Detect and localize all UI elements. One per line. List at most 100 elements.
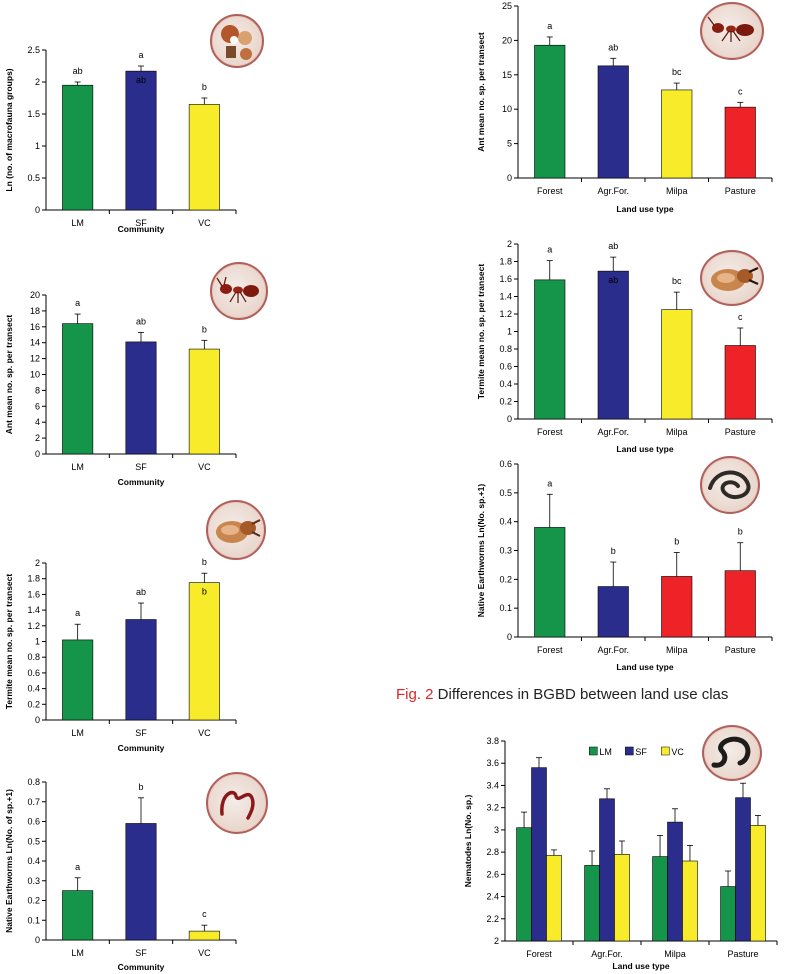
y-axis-label: Ant mean no. sp. per transect — [4, 315, 14, 435]
y-tick-label: 0.2 — [27, 699, 40, 709]
y-tick-label: 2.4 — [486, 892, 499, 902]
significance-letter: bc — [672, 67, 682, 77]
x-tick-label: VC — [198, 948, 211, 958]
bar — [62, 84, 94, 211]
y-tick-label: 0 — [507, 173, 512, 183]
bar — [534, 527, 566, 638]
ant-icon — [700, 2, 764, 60]
significance-letter: c — [738, 86, 743, 96]
x-tick-label: Forest — [537, 427, 563, 437]
bar — [62, 890, 94, 941]
x-tick-label: VC — [198, 462, 211, 472]
chart-nematodes-landuse: 2 2.2 2.4 2.6 2.8 3 3.2 3.4 3.6 3.8 Nematodes Ln(N… — [455, 733, 785, 974]
y-tick-label: 15 — [502, 70, 512, 80]
x-tick-label: SF — [135, 948, 147, 958]
y-tick-label: 0.3 — [499, 546, 512, 556]
x-tick-label: Milpa — [666, 186, 688, 196]
y-tick-label: 20 — [30, 290, 40, 300]
y-tick-label: 0.8 — [499, 344, 512, 354]
y-tick-label: 3.8 — [486, 736, 499, 746]
bar — [661, 309, 693, 420]
y-axis-label: Native Earthworms Ln(No. of sp.+1) — [4, 789, 14, 933]
y-tick-label: 0.4 — [27, 856, 40, 866]
bar — [597, 270, 629, 420]
bar-vc — [682, 860, 698, 942]
y-tick-label: 0 — [35, 205, 40, 215]
x-axis-label: Land use type — [616, 662, 673, 672]
y-tick-label: 0.2 — [499, 574, 512, 584]
y-tick-label: 1 — [35, 637, 40, 647]
bar — [534, 44, 566, 179]
significance-letter: c — [202, 909, 207, 919]
y-tick-label: 0.5 — [27, 173, 40, 183]
y-tick-label: 0.6 — [27, 668, 40, 678]
bar — [188, 582, 220, 721]
x-axis-label: Land use type — [612, 961, 669, 971]
y-tick-label: 3.2 — [486, 803, 499, 813]
significance-letter: a — [547, 21, 552, 31]
significance-letter: b — [674, 537, 679, 547]
x-tick-label: VC — [198, 728, 211, 738]
significance-letter: ab — [73, 66, 83, 76]
bar — [597, 65, 629, 179]
bar-lm — [584, 865, 600, 942]
y-tick-label: 0 — [35, 935, 40, 945]
figure-caption: Fig. 2 Differences in BGBD between land … — [396, 686, 728, 703]
y-tick-label: 0.6 — [499, 459, 512, 469]
bar — [661, 576, 693, 638]
y-tick-label: 0 — [507, 414, 512, 424]
y-tick-label: 8 — [35, 385, 40, 395]
significance-letter: a — [75, 862, 80, 872]
bar-sf — [735, 797, 751, 942]
bar — [62, 323, 94, 455]
y-axis-label: Termite mean no. sp. per transect — [476, 264, 486, 400]
y-tick-label: 12 — [30, 354, 40, 364]
y-tick-label: 2.6 — [486, 869, 499, 879]
x-axis-label: Community — [118, 477, 165, 487]
termite-icon — [700, 250, 764, 306]
significance-letter: a — [547, 478, 552, 488]
x-tick-label: LM — [71, 948, 84, 958]
legend-swatch-vc — [661, 746, 670, 756]
y-tick-label: 0.1 — [27, 915, 40, 925]
x-axis-label: Community — [118, 224, 165, 234]
significance-letter-inner: ab — [608, 275, 618, 285]
y-tick-label: 0.8 — [27, 777, 40, 787]
legend-label-sf: SF — [635, 747, 647, 757]
bar — [724, 106, 756, 179]
y-tick-label: 1.6 — [499, 274, 512, 284]
significance-letter: a — [75, 608, 80, 618]
chart-macrofauna-community: 0 0.5 1 1.5 2 2.5 Ln (no. of macrofauna groups… — [0, 40, 290, 250]
bar-sf — [531, 767, 547, 942]
significance-letter: a — [547, 245, 552, 255]
x-tick-label: SF — [135, 218, 147, 228]
x-tick-label: SF — [135, 728, 147, 738]
y-tick-label: 25 — [502, 1, 512, 11]
x-tick-label: Milpa — [666, 427, 688, 437]
chart-termites-community: 0 0.2 0.4 0.6 0.8 1 1.2 1.4 1.6 1.8 2 Termite mean … — [0, 555, 290, 760]
earthworm-icon — [700, 456, 760, 514]
y-tick-label: 0.5 — [27, 836, 40, 846]
y-tick-label: 1.5 — [27, 109, 40, 119]
y-tick-label: 1.2 — [27, 621, 40, 631]
bar — [188, 930, 220, 941]
legend-swatch-lm — [589, 746, 598, 756]
y-tick-label: 20 — [502, 35, 512, 45]
bar — [661, 89, 693, 179]
significance-letter: bc — [672, 276, 682, 286]
x-tick-label: Pasture — [725, 427, 756, 437]
significance-letter: ab — [136, 587, 146, 597]
significance-letter: ab — [608, 241, 618, 251]
y-tick-label: 1.2 — [499, 309, 512, 319]
earthworm-icon — [206, 772, 268, 834]
y-axis-label: Native Earthworms Ln(No. sp.+1) — [476, 484, 486, 618]
x-tick-label: LM — [71, 218, 84, 228]
y-tick-label: 4 — [35, 417, 40, 427]
x-axis-label: Community — [118, 743, 165, 753]
y-tick-label: 1.8 — [499, 257, 512, 267]
ant-icon — [210, 262, 268, 320]
y-tick-label: 6 — [35, 401, 40, 411]
bar-lm — [720, 886, 736, 942]
y-tick-label: 0.2 — [27, 896, 40, 906]
significance-letter: b — [738, 527, 743, 537]
